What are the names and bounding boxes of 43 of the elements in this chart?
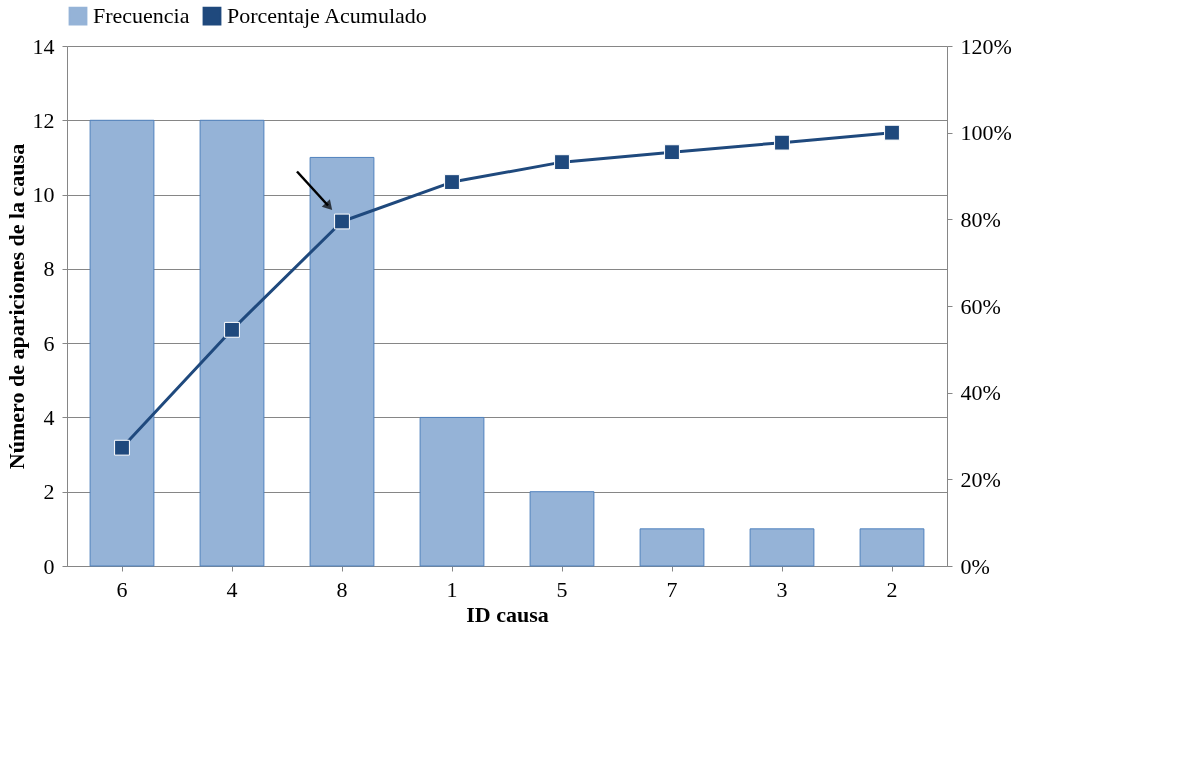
point xyxy=(114,439,130,456)
bar xyxy=(309,156,375,567)
point xyxy=(554,154,570,171)
bar xyxy=(419,416,485,567)
y2-tick-label: 120% xyxy=(960,33,1012,59)
y-tick-label: 10 xyxy=(32,182,55,208)
y-tick-label: 6 xyxy=(43,330,55,356)
bar xyxy=(529,491,595,567)
point xyxy=(224,321,240,338)
y2-tick-label: 0% xyxy=(960,553,990,579)
x-tick-label: 6 xyxy=(116,576,128,602)
x-axis-title: ID causa xyxy=(466,601,549,627)
y-tick-label: 0 xyxy=(43,553,55,579)
x-tick-label: 2 xyxy=(886,576,898,602)
y-tick-label: 14 xyxy=(32,33,55,59)
x-tick-label: 4 xyxy=(226,576,238,602)
point xyxy=(884,124,900,141)
y-tick-label: 2 xyxy=(43,479,55,505)
bar xyxy=(749,528,815,567)
bar xyxy=(199,119,265,567)
y-tick-label: 8 xyxy=(43,256,55,282)
bar xyxy=(859,528,925,567)
y2-tick-label: 40% xyxy=(960,380,1001,406)
y2-tick-label: 80% xyxy=(960,206,1001,232)
x-tick-label: 8 xyxy=(336,576,348,602)
legend-label: Porcentaje Acumulado xyxy=(227,3,427,29)
x-tick-label: 3 xyxy=(776,576,788,602)
y2-tick-label: 100% xyxy=(960,120,1012,146)
point xyxy=(774,134,790,151)
y-axis-title: Número de apariciones de la causa xyxy=(3,143,29,470)
point xyxy=(664,144,680,161)
x-tick-label: 7 xyxy=(666,576,678,602)
y2-tick-label: 20% xyxy=(960,466,1001,492)
x-tick-label: 1 xyxy=(446,576,458,602)
bar xyxy=(639,528,705,567)
point xyxy=(444,174,460,190)
legend-label: Frecuencia xyxy=(93,3,190,29)
point xyxy=(334,213,350,230)
x-tick-label: 5 xyxy=(556,576,568,602)
y-tick-label: 12 xyxy=(32,107,55,133)
y2-tick-label: 60% xyxy=(960,293,1001,319)
y-tick-label: 4 xyxy=(43,404,55,430)
bar xyxy=(89,119,155,567)
